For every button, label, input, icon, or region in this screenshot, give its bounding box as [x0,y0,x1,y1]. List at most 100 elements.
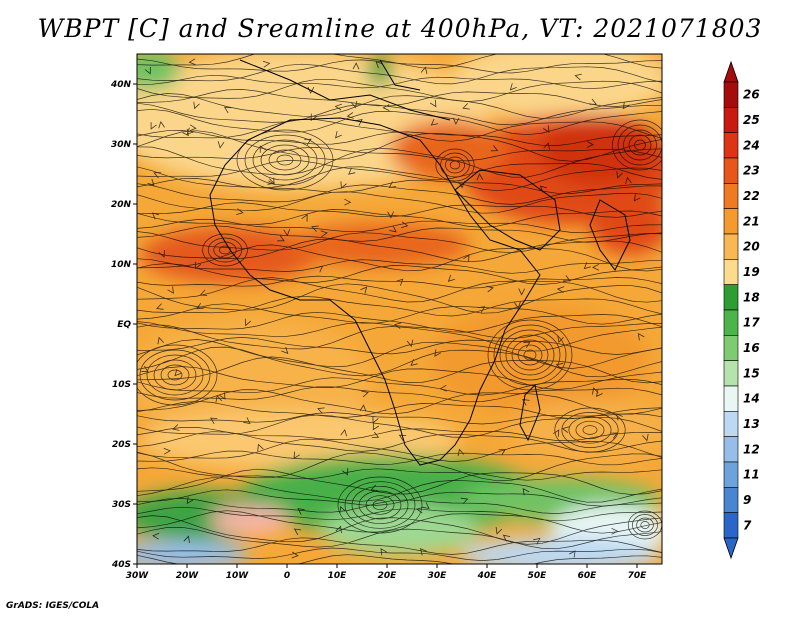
streamline [137,275,662,289]
colorbar-label: 21 [743,214,760,228]
lon-tick-label: 30E [428,571,448,581]
longitude-axis: 30W 20W 10W 0 10E 20E 30E 40E 50E 60E 70E [126,564,647,581]
colorbar-label: 11 [743,468,760,482]
streamline-arrow [389,225,397,233]
colorbar-label: 15 [743,366,760,380]
streamline-arrow [387,211,394,219]
lon-tick-label: 70E [628,571,648,581]
streamline [137,258,662,274]
streamline-vortex [617,124,662,166]
streamline-arrow [301,214,308,222]
streamline-arrow [452,117,460,125]
streamline [137,58,662,74]
streamline-vortex [344,481,416,529]
streamline-arrow [498,448,507,456]
streamline-vortex [523,349,537,361]
lon-tick-label: 60E [578,571,598,581]
streamline-arrow [189,124,197,132]
streamline-arrow [268,177,275,186]
streamline-arrow [372,422,380,431]
streamline-vortex [137,344,218,406]
streamline-arrow [457,448,465,457]
streamline [137,438,662,462]
lon-tick-label: 10E [328,571,348,581]
streamline-arrow [583,262,591,270]
colorbar-label: 7 [743,518,752,532]
streamline-vortex [268,149,302,171]
streamline-arrow [410,359,418,366]
streamline-arrow [610,432,618,439]
streamline [137,89,662,107]
colorbar-swatch [723,512,739,539]
streamline-arrow [259,145,266,153]
streamline-arrow [430,118,438,126]
streamline-vortex [623,129,657,161]
streamline-arrow [393,322,402,329]
streamline-arrow [388,181,396,189]
streamline-arrow [637,332,645,341]
lat-tick-label: 40N [110,80,132,90]
streamline-arrow [463,254,470,262]
streamline-arrow [144,66,151,75]
streamline [137,118,662,142]
colorbar-swatch [723,385,739,412]
streamline-arrow [342,468,349,476]
streamline-arrow [370,484,378,491]
streamline-arrow [360,286,368,294]
streamline-arrow [297,508,305,515]
colorbar-swatch [723,132,739,159]
colorbar-swatch [723,461,739,488]
streamline [137,515,662,545]
streamline-arrow [340,429,347,437]
streamline-arrow [611,527,619,535]
lon-tick-label: 40E [477,571,498,581]
streamline [137,74,662,90]
streamline-arrow [158,250,165,258]
streamline-vortex [575,420,605,440]
streamline-vortex [632,514,658,536]
streamline [137,526,662,550]
streamline-arrow [495,527,503,535]
streamline-arrow [320,230,328,238]
streamline-arrow [616,171,623,179]
streamline-arrow [223,106,232,114]
colorbar-label: 20 [743,240,760,254]
streamline-arrow [186,127,194,135]
streamline-arrow [359,404,367,412]
streamline [137,547,662,561]
streamline [137,54,662,69]
streamline-vortex [236,129,334,191]
colorbar-label: 12 [743,442,760,456]
streamline [137,377,662,396]
streamline-arrow [522,398,530,406]
streamline [137,431,662,453]
streamline-arrow [589,98,598,105]
streamline-arrow [340,181,347,189]
streamline [137,78,662,103]
colorbar-label: 19 [743,265,760,279]
streamline-arrow [150,122,157,130]
streamline-arrow [434,349,441,357]
colorbar-swatch [723,157,739,184]
streamline-arrow [557,335,564,344]
streamline [137,346,662,378]
streamline-arrow [514,301,521,309]
streamline [137,427,662,441]
streamline-arrow [262,60,271,68]
streamline [137,386,662,403]
streamline-arrow [304,138,312,146]
software-credit: GrADS: IGES/COLA [6,601,100,611]
map-title: WBPT [C] and Sreamline at 400hPa, VT: 20… [37,14,763,43]
streamline-vortex [582,425,598,435]
streamline-arrow [193,101,200,110]
streamline-arrow [518,288,526,296]
streamline-arrow [523,341,531,349]
lat-tick-label: EQ [117,320,131,330]
streamline [137,130,662,162]
streamline-arrow [344,198,352,206]
streamline [137,277,662,303]
streamline [137,356,662,384]
lon-tick-label: 20W [176,571,200,581]
streamline-arrow [348,167,356,175]
